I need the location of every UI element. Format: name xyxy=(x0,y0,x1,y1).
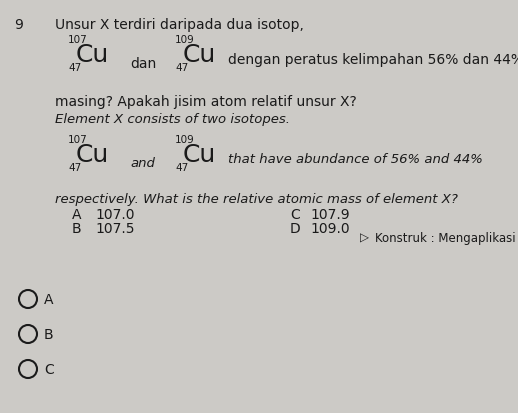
Text: Konstruk : Mengaplikasi: Konstruk : Mengaplikasi xyxy=(375,231,515,244)
Text: B: B xyxy=(72,221,82,235)
Text: 107.0: 107.0 xyxy=(95,207,135,221)
Text: dengan peratus kelimpahan 56% dan 44% masing-: dengan peratus kelimpahan 56% dan 44% ma… xyxy=(228,53,518,67)
Text: D: D xyxy=(290,221,301,235)
Text: that have abundance of 56% and 44%: that have abundance of 56% and 44% xyxy=(228,153,483,166)
Text: C: C xyxy=(44,362,54,376)
Text: 47: 47 xyxy=(68,63,81,73)
Text: 107.5: 107.5 xyxy=(95,221,135,235)
Text: dan: dan xyxy=(130,57,156,71)
Text: ▷: ▷ xyxy=(360,231,369,244)
Text: C: C xyxy=(290,207,300,221)
Text: B: B xyxy=(44,327,54,341)
Text: 109.0: 109.0 xyxy=(310,221,350,235)
Text: 47: 47 xyxy=(175,163,188,173)
Text: and: and xyxy=(130,157,155,170)
Text: A: A xyxy=(72,207,81,221)
Text: 47: 47 xyxy=(68,163,81,173)
Text: 107: 107 xyxy=(68,135,88,145)
Text: respectively. What is the relative atomic mass of element X?: respectively. What is the relative atomi… xyxy=(55,192,458,206)
Text: Cu: Cu xyxy=(183,142,216,166)
Text: 107: 107 xyxy=(68,35,88,45)
Text: 107.9: 107.9 xyxy=(310,207,350,221)
Text: Cu: Cu xyxy=(76,43,109,67)
Text: A: A xyxy=(44,292,53,306)
Text: Element X consists of two isotopes.: Element X consists of two isotopes. xyxy=(55,113,290,126)
Text: Cu: Cu xyxy=(183,43,216,67)
Text: Unsur X terdiri daripada dua isotop,: Unsur X terdiri daripada dua isotop, xyxy=(55,18,304,32)
Text: 109: 109 xyxy=(175,135,195,145)
Text: 109: 109 xyxy=(175,35,195,45)
Text: masing? Apakah jisim atom relatif unsur X?: masing? Apakah jisim atom relatif unsur … xyxy=(55,95,357,109)
Text: 47: 47 xyxy=(175,63,188,73)
Text: 9: 9 xyxy=(14,18,23,32)
Text: Cu: Cu xyxy=(76,142,109,166)
